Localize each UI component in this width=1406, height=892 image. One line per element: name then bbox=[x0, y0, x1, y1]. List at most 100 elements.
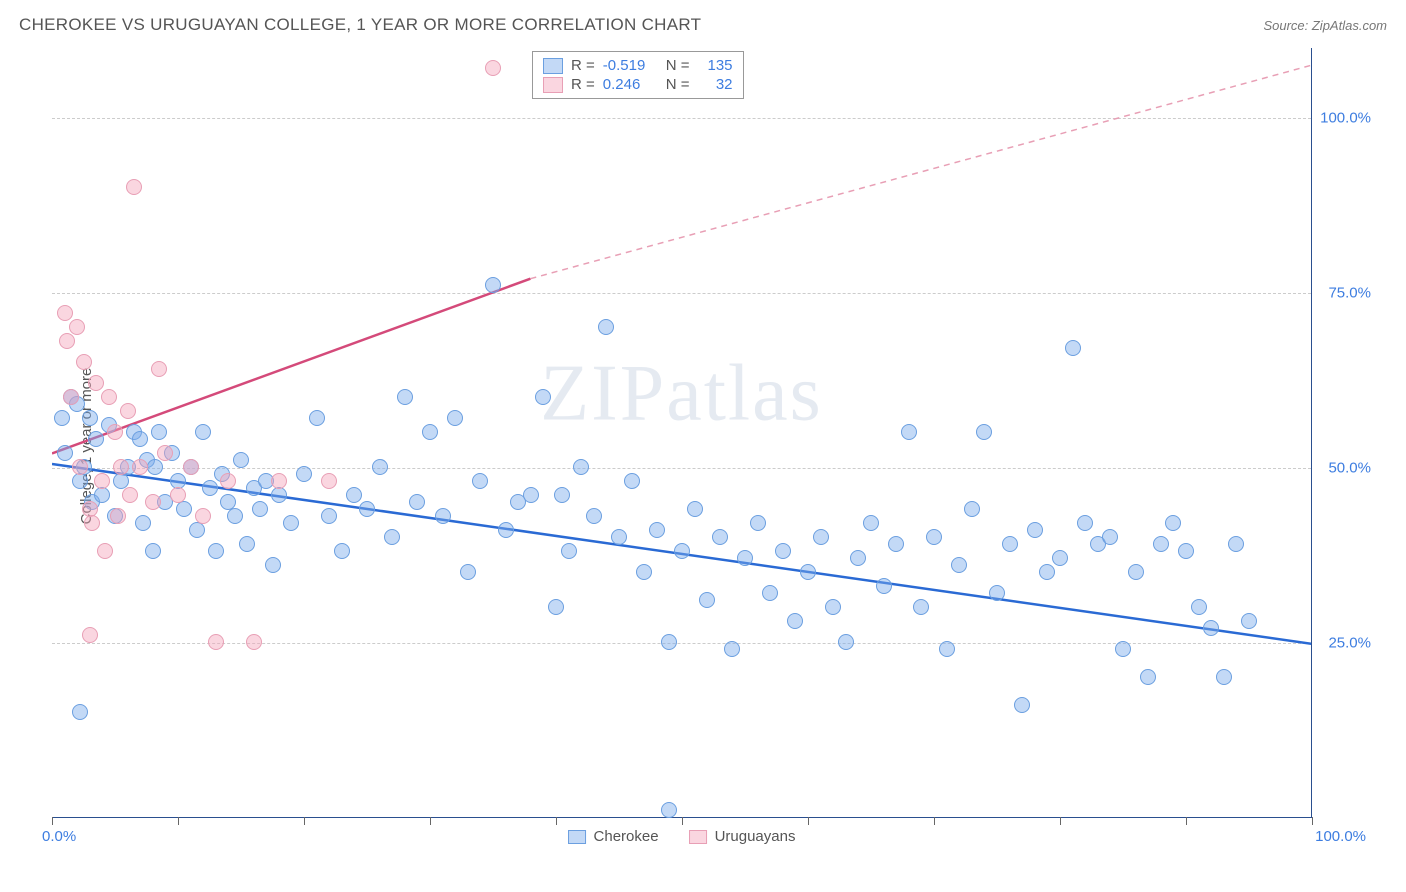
data-point bbox=[800, 564, 816, 580]
data-point bbox=[762, 585, 778, 601]
data-point bbox=[309, 410, 325, 426]
data-point bbox=[1014, 697, 1030, 713]
data-point bbox=[97, 543, 113, 559]
data-point bbox=[1002, 536, 1018, 552]
data-point bbox=[233, 452, 249, 468]
data-point bbox=[195, 424, 211, 440]
source-credit: Source: ZipAtlas.com bbox=[1263, 18, 1387, 33]
y-tick-label: 25.0% bbox=[1328, 635, 1371, 652]
data-point bbox=[485, 277, 501, 293]
data-point bbox=[951, 557, 967, 573]
data-point bbox=[202, 480, 218, 496]
data-point bbox=[422, 424, 438, 440]
data-point bbox=[145, 543, 161, 559]
data-point bbox=[359, 501, 375, 517]
data-point bbox=[176, 501, 192, 517]
data-point bbox=[1153, 536, 1169, 552]
data-point bbox=[926, 529, 942, 545]
data-point bbox=[1039, 564, 1055, 580]
data-point bbox=[170, 487, 186, 503]
data-point bbox=[1077, 515, 1093, 531]
data-point bbox=[321, 508, 337, 524]
data-point bbox=[661, 634, 677, 650]
data-point bbox=[265, 557, 281, 573]
data-point bbox=[88, 431, 104, 447]
data-point bbox=[94, 487, 110, 503]
x-tick bbox=[1186, 817, 1187, 825]
data-point bbox=[72, 459, 88, 475]
x-axis-start-label: 0.0% bbox=[42, 828, 76, 845]
data-point bbox=[586, 508, 602, 524]
data-point bbox=[1052, 550, 1068, 566]
data-point bbox=[132, 459, 148, 475]
data-point bbox=[863, 515, 879, 531]
data-point bbox=[113, 459, 129, 475]
data-point bbox=[1228, 536, 1244, 552]
data-point bbox=[901, 424, 917, 440]
data-point bbox=[271, 473, 287, 489]
data-point bbox=[84, 515, 100, 531]
data-point bbox=[561, 543, 577, 559]
data-point bbox=[787, 613, 803, 629]
data-point bbox=[183, 459, 199, 475]
data-point bbox=[101, 389, 117, 405]
data-point bbox=[63, 389, 79, 405]
legend-swatch bbox=[568, 830, 586, 844]
data-point bbox=[1115, 641, 1131, 657]
data-point bbox=[145, 494, 161, 510]
data-point bbox=[151, 424, 167, 440]
x-tick bbox=[934, 817, 935, 825]
data-point bbox=[147, 459, 163, 475]
data-point bbox=[1203, 620, 1219, 636]
legend-swatch bbox=[689, 830, 707, 844]
data-point bbox=[296, 466, 312, 482]
data-point bbox=[636, 564, 652, 580]
data-point bbox=[252, 501, 268, 517]
data-point bbox=[1102, 529, 1118, 545]
data-point bbox=[1140, 669, 1156, 685]
data-point bbox=[157, 445, 173, 461]
data-point bbox=[674, 543, 690, 559]
data-point bbox=[1178, 543, 1194, 559]
data-point bbox=[687, 501, 703, 517]
data-point bbox=[59, 333, 75, 349]
data-point bbox=[535, 389, 551, 405]
data-point bbox=[1065, 340, 1081, 356]
data-point bbox=[195, 508, 211, 524]
data-point bbox=[321, 473, 337, 489]
data-point bbox=[384, 529, 400, 545]
data-point bbox=[964, 501, 980, 517]
data-point bbox=[435, 508, 451, 524]
legend-swatch bbox=[543, 77, 563, 93]
data-point bbox=[1128, 564, 1144, 580]
data-point bbox=[939, 641, 955, 657]
x-tick bbox=[682, 817, 683, 825]
data-point bbox=[57, 305, 73, 321]
data-point bbox=[246, 634, 262, 650]
x-tick bbox=[304, 817, 305, 825]
chart-header: CHEROKEE VS URUGUAYAN COLLEGE, 1 YEAR OR… bbox=[19, 15, 1387, 35]
data-point bbox=[548, 599, 564, 615]
data-point bbox=[1165, 515, 1181, 531]
gridline bbox=[52, 293, 1311, 294]
data-point bbox=[485, 60, 501, 76]
data-point bbox=[189, 522, 205, 538]
data-point bbox=[82, 410, 98, 426]
data-point bbox=[94, 473, 110, 489]
chart-plot-area: ZIPatlas 25.0%50.0%75.0%100.0% R = -0.51… bbox=[52, 48, 1312, 818]
y-tick-label: 100.0% bbox=[1320, 110, 1371, 127]
stats-row: R = 0.246 N = 32 bbox=[543, 75, 733, 94]
data-point bbox=[1027, 522, 1043, 538]
stats-row: R = -0.519 N = 135 bbox=[543, 56, 733, 75]
data-point bbox=[1216, 669, 1232, 685]
data-point bbox=[334, 543, 350, 559]
legend-label: Uruguayans bbox=[715, 828, 796, 845]
data-point bbox=[76, 354, 92, 370]
data-point bbox=[88, 375, 104, 391]
data-point bbox=[135, 515, 151, 531]
data-point bbox=[120, 403, 136, 419]
data-point bbox=[699, 592, 715, 608]
data-point bbox=[447, 410, 463, 426]
data-point bbox=[554, 487, 570, 503]
gridline bbox=[52, 468, 1311, 469]
